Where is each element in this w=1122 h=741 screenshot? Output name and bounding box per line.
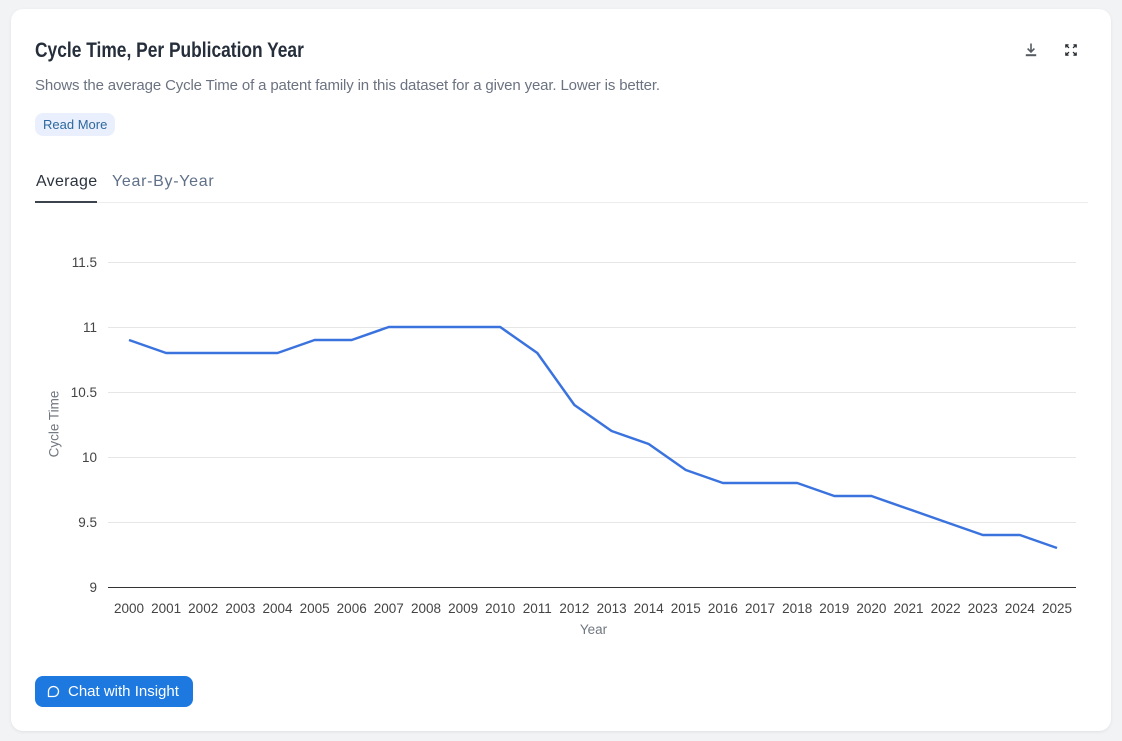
svg-text:2007: 2007 [374,601,404,616]
svg-text:11: 11 [83,320,97,335]
svg-text:9: 9 [89,580,97,595]
svg-text:2006: 2006 [337,601,367,616]
svg-text:2018: 2018 [782,601,812,616]
svg-text:11.5: 11.5 [72,255,97,270]
svg-text:2013: 2013 [597,601,627,616]
svg-text:2023: 2023 [968,601,998,616]
svg-text:2014: 2014 [634,601,665,616]
svg-text:2003: 2003 [225,601,255,616]
svg-text:2009: 2009 [448,601,478,616]
svg-text:2000: 2000 [114,601,144,616]
svg-text:2005: 2005 [300,601,330,616]
svg-text:2011: 2011 [523,601,552,616]
svg-text:2015: 2015 [671,601,701,616]
svg-text:2010: 2010 [485,601,515,616]
svg-text:9.5: 9.5 [78,515,97,530]
svg-text:10.5: 10.5 [71,385,97,400]
svg-text:2016: 2016 [708,601,738,616]
svg-text:2012: 2012 [559,601,589,616]
svg-text:2002: 2002 [188,601,218,616]
svg-text:2019: 2019 [819,601,849,616]
svg-text:2025: 2025 [1042,601,1072,616]
svg-text:2021: 2021 [893,601,923,616]
svg-text:2020: 2020 [856,601,886,616]
svg-text:2001: 2001 [151,601,181,616]
svg-text:2022: 2022 [931,601,961,616]
svg-text:2017: 2017 [745,601,775,616]
svg-text:10: 10 [82,450,97,465]
svg-text:Year: Year [580,622,608,637]
svg-text:Cycle Time: Cycle Time [47,391,62,458]
svg-text:2008: 2008 [411,601,441,616]
svg-text:2004: 2004 [262,601,293,616]
svg-text:2024: 2024 [1005,601,1036,616]
